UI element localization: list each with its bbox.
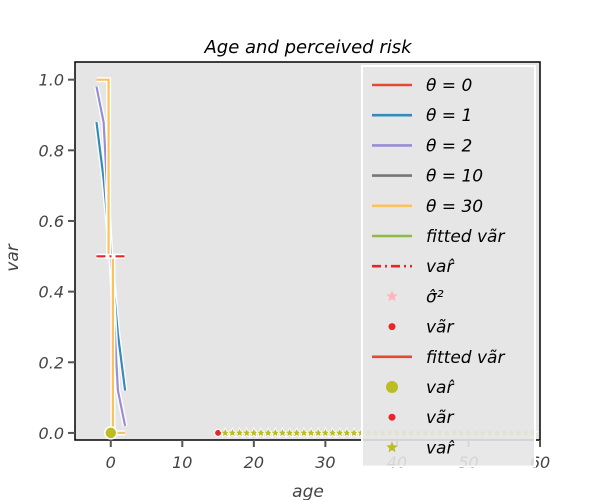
legend-label: fitted vãr (426, 348, 505, 368)
legend-label: vãr (426, 318, 454, 338)
y-tick-label: 0.6 (39, 212, 64, 231)
legend-label: vãr (426, 408, 454, 428)
chart-title: Age and perceived risk (203, 37, 413, 58)
data-point (214, 428, 223, 437)
y-axis-label: var (3, 243, 23, 271)
x-axis-label: age (292, 482, 324, 500)
x-tick-label: 0 (106, 453, 116, 472)
legend-handle (388, 413, 396, 421)
legend-label: θ = 1 (426, 106, 472, 126)
x-tick-label: 30 (315, 453, 335, 472)
y-tick-label: 0.8 (39, 141, 64, 160)
legend: θ = 0 θ = 1 θ = 2 θ = 10 θ = 30 fitted vãr var… (361, 65, 536, 468)
y-tick-label: 0.2 (39, 353, 64, 372)
legend-label: var̂ (426, 257, 455, 277)
legend-label: θ = 0 (426, 76, 472, 96)
legend-label: var̂ (426, 438, 455, 458)
y-tick-label: 0.4 (39, 283, 64, 302)
legend-label: θ = 2 (426, 136, 472, 156)
legend-handle (388, 323, 396, 331)
x-tick-label: 10 (172, 453, 192, 472)
y-tick-label: 0.0 (39, 424, 64, 443)
legend-handle (386, 290, 398, 302)
legend-box (361, 65, 536, 468)
y-axis: 0.0 0.2 0.4 0.6 0.8 1.0 (39, 71, 75, 443)
legend-handle (386, 381, 398, 393)
y-tick-label: 1.0 (39, 71, 64, 90)
legend-label: θ = 30 (426, 197, 483, 217)
legend-label: fitted vãr (426, 227, 505, 247)
x-tick-label: 20 (244, 453, 264, 472)
data-point (104, 426, 118, 440)
legend-handle (386, 441, 398, 453)
legend-label: θ = 10 (426, 167, 483, 187)
legend-label: σ̂² (426, 287, 444, 307)
legend-label: var̂ (426, 378, 455, 398)
